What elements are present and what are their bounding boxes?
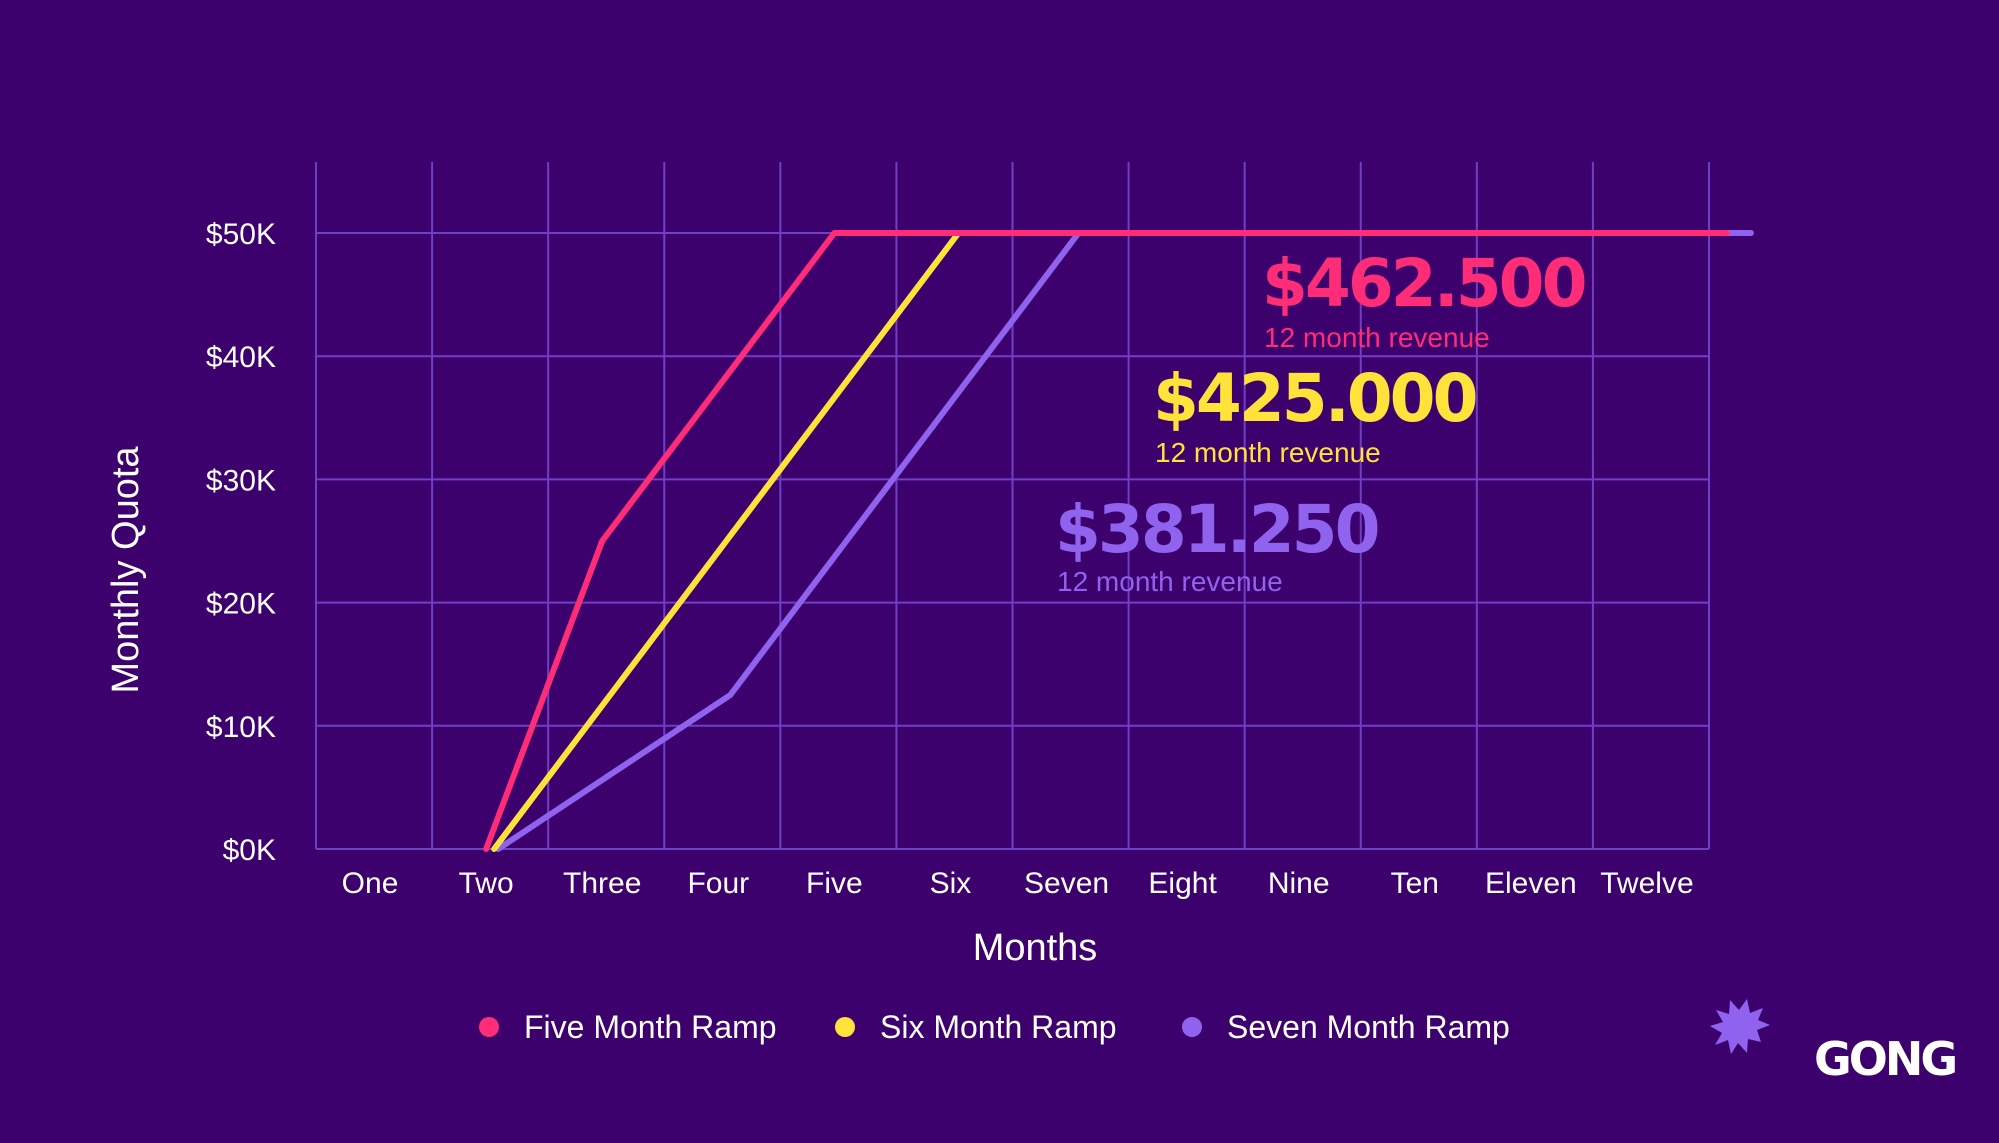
legend-label-five-month: Five Month Ramp: [524, 1009, 777, 1045]
y-tick-label: $10K: [206, 711, 276, 744]
x-tick-label: Two: [459, 867, 514, 900]
y-tick-label: $40K: [206, 341, 276, 374]
x-tick-label: Five: [806, 867, 863, 900]
y-axis-title: Monthly Quota: [105, 446, 147, 694]
x-tick-label: Nine: [1268, 867, 1330, 900]
x-tick-label: Eleven: [1485, 867, 1577, 900]
x-tick-label: Three: [563, 867, 641, 900]
gong-burst-icon: [1710, 999, 1770, 1054]
x-tick-label: One: [342, 867, 399, 900]
y-tick-label: $30K: [206, 464, 276, 497]
legend-label-six-month: Six Month Ramp: [880, 1009, 1117, 1045]
x-axis-ticks: One Two Three Four Five Six Seven Eight Nine Ten E…: [342, 867, 1694, 900]
y-tick-label: $0K: [223, 834, 276, 867]
legend-label-seven-month: Seven Month Ramp: [1227, 1009, 1510, 1045]
x-axis-title: Months: [973, 927, 1098, 969]
series-line-five-month-ramp: [483, 230, 1730, 852]
annotation-seven-month: $381.250 12 month revenue: [1055, 491, 1381, 597]
x-tick-label: Eight: [1148, 867, 1217, 900]
y-tick-label: $20K: [206, 588, 276, 621]
revenue-value-seven-month: $381.250: [1055, 491, 1378, 568]
revenue-caption-six-month: 12 month revenue: [1155, 437, 1381, 468]
revenue-caption-five-month: 12 month revenue: [1264, 322, 1490, 353]
legend-swatch-seven-month: [1182, 1017, 1202, 1037]
legend-item-five-month: Five Month Ramp: [479, 1009, 777, 1045]
series-lines: [483, 230, 1754, 852]
legend: Five Month Ramp Six Month Ramp Seven Mon…: [479, 1009, 1510, 1045]
y-axis-ticks: $0K $10K $20K $30K $40K $50K: [206, 218, 276, 867]
x-tick-label: Ten: [1391, 867, 1439, 900]
x-tick-label: Six: [930, 867, 972, 900]
gong-logo: GONG: [1710, 999, 1958, 1086]
revenue-value-five-month: $462.500: [1262, 245, 1585, 322]
x-tick-label: Seven: [1024, 867, 1109, 900]
x-tick-label: Four: [687, 867, 749, 900]
legend-item-six-month: Six Month Ramp: [835, 1009, 1117, 1045]
x-tick-label: Twelve: [1600, 867, 1693, 900]
revenue-value-six-month: $425.000: [1153, 360, 1476, 437]
annotation-five-month: $462.500 12 month revenue: [1262, 245, 1588, 353]
gong-logo-text: GONG: [1814, 1032, 1955, 1086]
y-tick-label: $50K: [206, 218, 276, 251]
legend-swatch-six-month: [835, 1017, 855, 1037]
annotation-six-month: $425.000 12 month revenue: [1153, 360, 1479, 468]
grid: [315, 162, 1710, 850]
revenue-caption-seven-month: 12 month revenue: [1057, 566, 1283, 597]
legend-item-seven-month: Seven Month Ramp: [1182, 1009, 1510, 1045]
legend-swatch-five-month: [479, 1017, 499, 1037]
